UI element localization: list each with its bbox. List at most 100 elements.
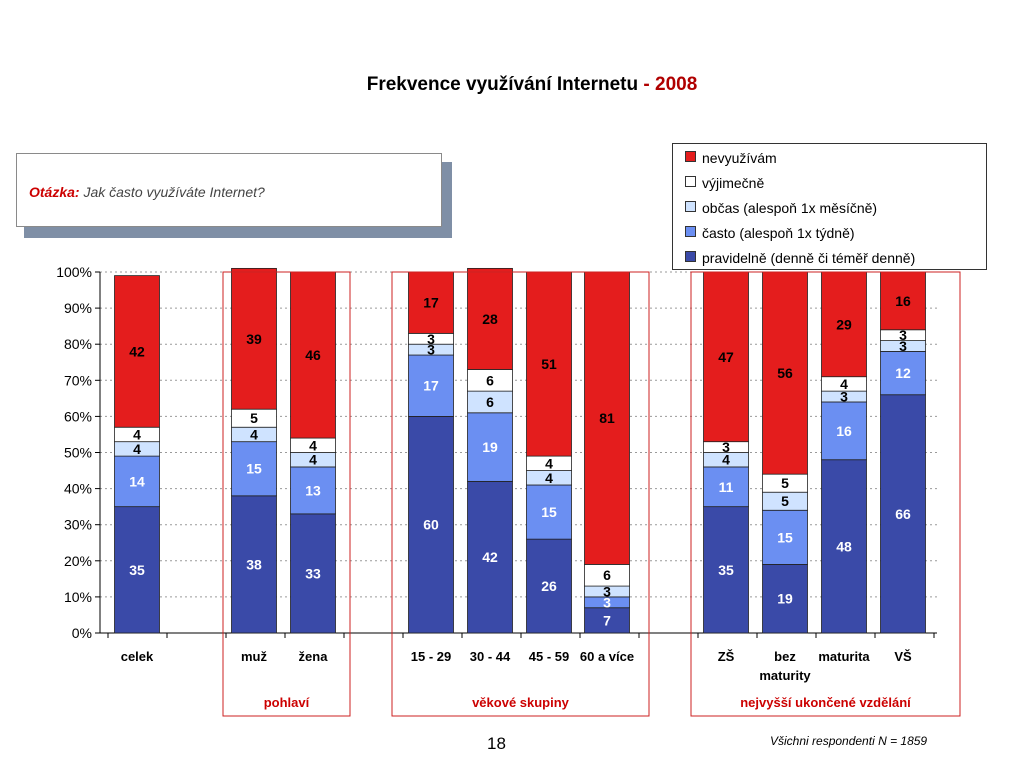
bar-segment-nevyuzivam (114, 275, 160, 428)
y-tick-label: 50% (64, 445, 92, 461)
legend-swatch-vyjimecne (685, 176, 696, 187)
data-label-casto: 19 (482, 439, 498, 455)
bar-segment-pravidelne (114, 506, 160, 634)
x-category-label: 45 - 59 (529, 649, 569, 664)
question-box: Otázka: Jak často využíváte Internet? (16, 153, 442, 227)
data-label-vyjimecne: 3 (427, 331, 435, 347)
data-label-nevyuzivam: 46 (305, 347, 321, 363)
legend-item-obcas: občas (alespoň 1x měsíčně) (685, 200, 877, 218)
x-category-label: celek (121, 649, 154, 664)
y-tick-label: 20% (64, 553, 92, 569)
data-label-vyjimecne: 4 (840, 376, 848, 392)
legend-item-nevyuzivam: nevyužívám (685, 150, 777, 168)
data-label-obcas: 4 (722, 452, 730, 468)
respondents-note: Všichni respondenti N = 1859 (770, 734, 928, 748)
y-tick-label: 70% (64, 372, 92, 388)
bar-segment-pravidelne (821, 459, 867, 634)
legend-label-pravidelne: pravidelně (denně či téměř denně) (702, 250, 916, 266)
bar-segment-casto (880, 351, 926, 396)
x-category-label: VŠ (894, 649, 912, 664)
data-label-vyjimecne: 4 (545, 455, 553, 471)
y-tick-label: 30% (64, 517, 92, 533)
legend-label-casto: často (alespoň 1x týdně) (702, 225, 855, 241)
question-text-line: Otázka: Jak často využíváte Internet? (29, 184, 265, 200)
data-label-casto: 15 (246, 461, 262, 477)
bar-segment-pravidelne (290, 513, 336, 634)
bar-segment-pravidelne (703, 506, 749, 634)
y-tick-label: 100% (56, 264, 92, 280)
data-label-obcas: 3 (899, 338, 907, 354)
legend-swatch-nevyuzivam (685, 151, 696, 162)
data-label-nevyuzivam: 39 (246, 331, 262, 347)
legend-item-vyjimecne: výjimečně (685, 175, 764, 193)
bar-segment-pravidelne (880, 394, 926, 634)
x-category-label: bez (774, 649, 796, 664)
bar-segment-casto (231, 441, 277, 497)
data-label-nevyuzivam: 17 (423, 295, 439, 311)
legend-swatch-obcas (685, 201, 696, 212)
bar-segment-nevyuzivam (526, 271, 572, 457)
data-label-obcas: 4 (133, 441, 141, 457)
data-label-casto: 16 (836, 423, 852, 439)
question-text: Jak často využíváte Internet? (83, 184, 265, 200)
data-label-pravidelne: 35 (129, 562, 145, 578)
page-title: Frekvence využívání Internetu - 2008 (0, 74, 1024, 96)
chart-legend: nevyužívám výjimečně občas (alespoň 1x m… (672, 143, 987, 270)
data-label-pravidelne: 7 (603, 612, 611, 628)
bar-segment-pravidelne (526, 538, 572, 634)
bar-segment-casto (762, 509, 808, 565)
title-main: Frekvence využívání Internetu (366, 74, 639, 95)
bar-segment-nevyuzivam (584, 271, 630, 565)
bar-segment-nevyuzivam (821, 271, 867, 378)
group-label: věkové skupiny (472, 695, 570, 710)
page-number: 18 (487, 734, 506, 753)
group-box-3 (690, 271, 961, 717)
data-label-vyjimecne: 4 (309, 437, 317, 453)
data-label-casto: 13 (305, 482, 321, 498)
y-tick-label: 60% (64, 408, 92, 424)
data-label-pravidelne: 48 (836, 538, 852, 554)
data-label-pravidelne: 66 (895, 506, 911, 522)
group-label: pohlaví (264, 695, 310, 710)
legend-label-nevyuzivam: nevyužívám (702, 150, 777, 166)
title-dash: - (643, 74, 650, 95)
bar-segment-nevyuzivam (231, 267, 277, 410)
data-label-nevyuzivam: 28 (482, 311, 498, 327)
data-label-pravidelne: 33 (305, 565, 321, 581)
x-category-label: muž (241, 649, 268, 664)
title-year: 2008 (655, 74, 698, 95)
x-category-label: 60 a více (580, 649, 634, 664)
question-label: Otázka: (29, 184, 80, 200)
data-label-nevyuzivam: 29 (836, 316, 852, 332)
data-label-obcas: 3 (603, 583, 611, 599)
legend-label-vyjimecne: výjimečně (702, 175, 765, 191)
data-label-nevyuzivam: 42 (129, 343, 145, 359)
data-label-obcas: 3 (427, 342, 435, 358)
data-label-vyjimecne: 3 (722, 439, 730, 455)
data-label-pravidelne: 42 (482, 549, 498, 565)
bar-segment-pravidelne (231, 495, 277, 634)
legend-swatch-casto (685, 226, 696, 237)
bar-segment-casto (467, 412, 513, 482)
data-label-casto: 12 (895, 365, 911, 381)
bar-segment-nevyuzivam (880, 271, 926, 331)
x-category-label: 30 - 44 (470, 649, 511, 664)
data-label-nevyuzivam: 51 (541, 356, 557, 372)
data-label-vyjimecne: 5 (781, 475, 789, 491)
data-label-pravidelne: 26 (541, 578, 557, 594)
bar-segment-casto (290, 466, 336, 515)
legend-label-obcas: občas (alespoň 1x měsíčně) (702, 200, 878, 216)
y-tick-label: 80% (64, 336, 92, 352)
bar-segment-nevyuzivam (762, 271, 808, 475)
data-label-obcas: 4 (250, 426, 258, 442)
y-tick-label: 10% (64, 589, 92, 605)
y-tick-label: 0% (72, 625, 92, 641)
data-label-nevyuzivam: 16 (895, 293, 911, 309)
data-label-vyjimecne: 3 (899, 327, 907, 343)
y-tick-label: 90% (64, 300, 92, 316)
x-category-label: maturity (759, 668, 811, 683)
data-label-obcas: 4 (545, 470, 553, 486)
data-label-pravidelne: 35 (718, 562, 734, 578)
group-box-2 (391, 271, 650, 717)
